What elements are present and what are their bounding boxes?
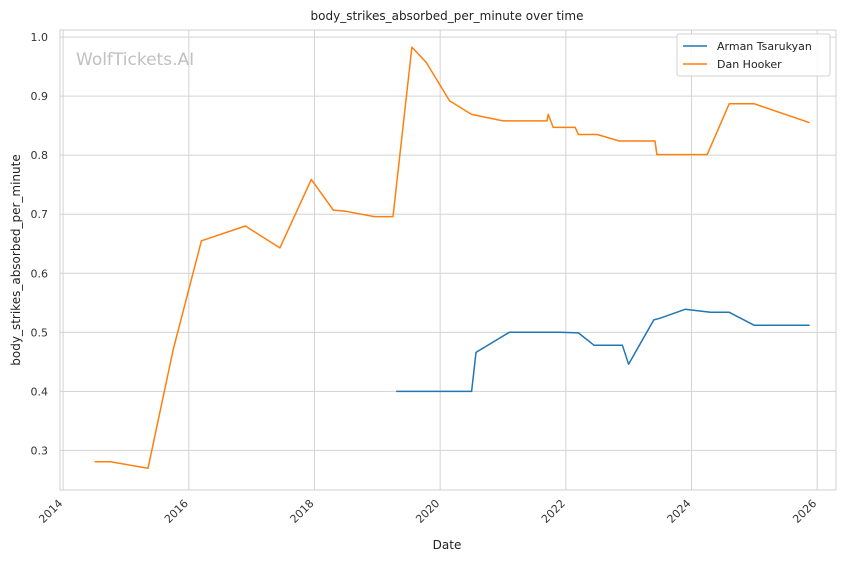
y-tick-label: 0.4 <box>31 385 49 398</box>
x-tick-label: 2024 <box>665 497 694 526</box>
y-tick-label: 1.0 <box>31 31 49 44</box>
y-tick-label: 0.3 <box>31 444 49 457</box>
y-tick-label: 0.8 <box>31 149 49 162</box>
chart-title: body_strikes_absorbed_per_minute over ti… <box>311 9 584 23</box>
plot-frame <box>59 29 837 491</box>
watermark-text: WolfTickets.AI <box>76 50 194 70</box>
x-tick-label: 2018 <box>288 497 317 526</box>
y-tick-label: 0.7 <box>31 208 49 221</box>
y-axis-label: body_strikes_absorbed_per_minute <box>9 154 23 365</box>
series-line-arman-tsarukyan <box>396 308 810 393</box>
x-tick-label: 2022 <box>539 497 568 526</box>
y-tick-label: 0.9 <box>31 90 49 103</box>
series-line-dan-hooker <box>94 46 810 469</box>
y-tick-labels: 0.3 0.4 0.5 0.6 0.7 0.8 0.9 1.0 <box>31 31 49 457</box>
x-tick-label: 2026 <box>790 497 819 526</box>
legend-label-arman-tsarukyan: Arman Tsarukyan <box>717 40 812 53</box>
legend-box <box>676 33 831 77</box>
x-tick-labels: 2014 2016 2018 2020 2022 2024 2026 <box>36 497 819 526</box>
y-tick-label: 0.6 <box>31 267 49 280</box>
x-tick-label: 2014 <box>36 497 65 526</box>
y-tick-label: 0.5 <box>31 326 49 339</box>
series-layer <box>94 46 810 469</box>
x-tick-label: 2020 <box>413 497 442 526</box>
legend: Arman Tsarukyan Dan Hooker <box>676 33 831 77</box>
x-axis-label: Date <box>433 538 462 552</box>
x-tick-label: 2016 <box>162 497 191 526</box>
legend-label-dan-hooker: Dan Hooker <box>717 58 782 71</box>
